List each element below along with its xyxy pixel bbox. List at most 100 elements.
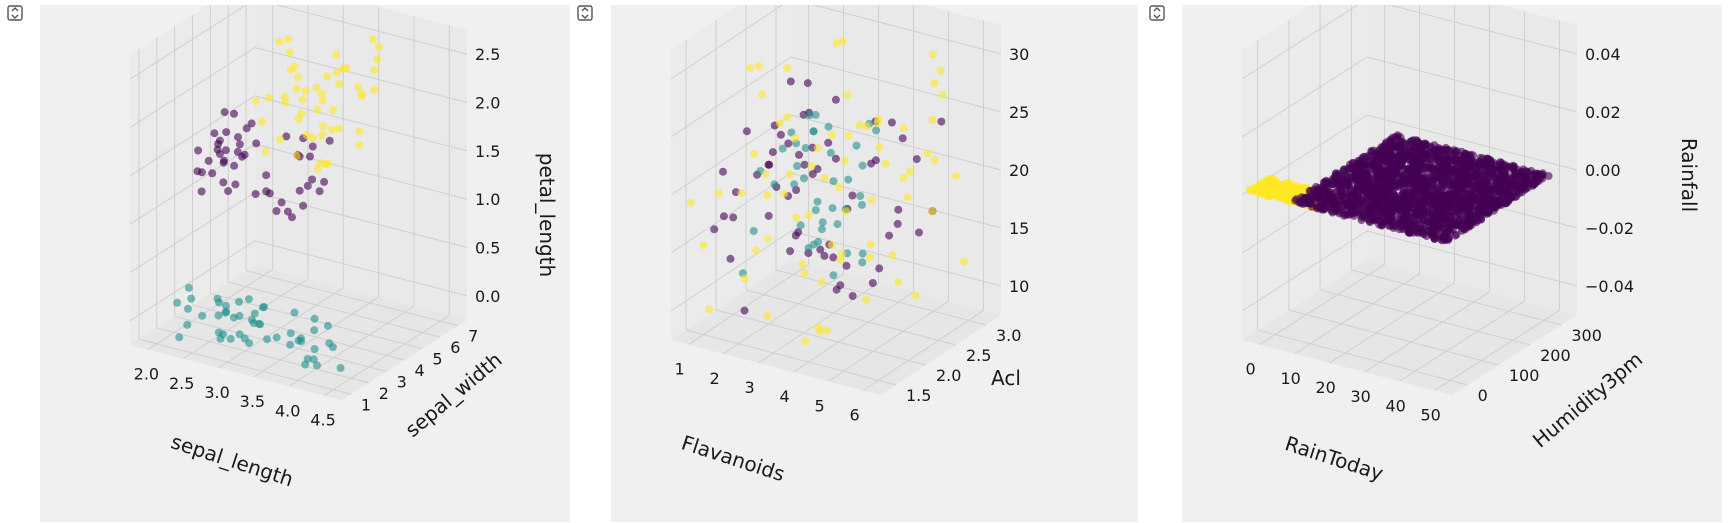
z-axis-label: petal_length bbox=[535, 153, 559, 277]
y-tick-label: 4 bbox=[415, 361, 425, 380]
y-tick-label: 3 bbox=[397, 372, 407, 391]
scatter-point bbox=[173, 298, 182, 307]
scatter-point bbox=[1399, 225, 1407, 234]
scatter-point bbox=[222, 301, 230, 310]
scatter-point bbox=[1320, 178, 1329, 186]
scatter-point bbox=[1493, 166, 1502, 175]
x-tick-label: 2 bbox=[710, 369, 720, 388]
scatter-point bbox=[336, 364, 345, 372]
scatter-point bbox=[855, 121, 864, 129]
scatter-point bbox=[801, 337, 810, 346]
scatter-point bbox=[252, 139, 261, 148]
expand-output-icon[interactable] bbox=[4, 2, 26, 24]
scatter-point bbox=[318, 96, 327, 105]
scatter-point bbox=[1407, 172, 1416, 181]
z-tick-label: 10 bbox=[1009, 277, 1029, 296]
axis-pane bbox=[1242, 5, 1367, 340]
scatter-point bbox=[1426, 191, 1435, 200]
scatter-point bbox=[1394, 195, 1403, 203]
gridline bbox=[828, 300, 949, 382]
scatter-point bbox=[333, 68, 342, 77]
gridline bbox=[1288, 309, 1500, 366]
scatter-point bbox=[898, 134, 907, 143]
scatter-point bbox=[290, 308, 299, 317]
scatter-point bbox=[1333, 174, 1342, 183]
scatter-point bbox=[1420, 216, 1428, 225]
scatter-point bbox=[938, 90, 947, 99]
scatter-point bbox=[1311, 186, 1320, 195]
gridline bbox=[758, 282, 879, 364]
scatter-point bbox=[288, 213, 296, 222]
scatter-point bbox=[1274, 184, 1283, 193]
expand-output-icon[interactable] bbox=[574, 2, 596, 24]
scatter-point bbox=[204, 156, 213, 165]
scatter-point bbox=[1369, 207, 1378, 216]
scatter-point bbox=[1527, 166, 1536, 175]
scatter-point bbox=[1465, 201, 1474, 210]
gridline bbox=[790, 56, 1002, 113]
scatter-point bbox=[1392, 165, 1401, 173]
scatter-point bbox=[1445, 180, 1454, 189]
scatter-point bbox=[1266, 175, 1275, 184]
scatter-point bbox=[219, 330, 227, 339]
expand-output-icon[interactable] bbox=[1146, 2, 1168, 24]
scatter-point bbox=[1407, 212, 1415, 221]
scatter-point bbox=[875, 143, 884, 152]
scatter-point bbox=[235, 297, 243, 306]
scatter-point bbox=[215, 150, 224, 159]
gridline bbox=[1241, 56, 1368, 138]
scatter-point bbox=[1386, 184, 1395, 192]
scatter-point bbox=[1326, 180, 1335, 189]
scatter-point bbox=[809, 127, 818, 136]
scatter-point bbox=[818, 218, 827, 227]
scatter-point bbox=[837, 249, 846, 258]
scatter-point bbox=[1459, 190, 1468, 199]
x-tick-label: 4.0 bbox=[275, 401, 300, 420]
scatter-point bbox=[1451, 147, 1460, 156]
scatter-point bbox=[1398, 189, 1407, 198]
gridline bbox=[129, 143, 256, 225]
scatter-point bbox=[862, 122, 871, 131]
scatter-point bbox=[208, 169, 217, 178]
scatter-point bbox=[719, 212, 728, 221]
scatter-point bbox=[1321, 196, 1330, 205]
gridline bbox=[245, 270, 459, 327]
scatter-point bbox=[250, 309, 259, 318]
scatter-point bbox=[261, 147, 270, 156]
scatter-point bbox=[286, 65, 295, 74]
scatter-point bbox=[1363, 214, 1372, 223]
scatter-point bbox=[899, 124, 908, 132]
z-tick-label: 0.00 bbox=[1585, 161, 1621, 180]
scatter-point bbox=[1534, 170, 1543, 179]
y-tick-label: 3.0 bbox=[996, 326, 1021, 345]
scatter-point bbox=[1544, 172, 1553, 180]
scatter-point bbox=[247, 119, 256, 128]
scatter-point bbox=[1255, 181, 1264, 190]
scatter-point bbox=[1339, 167, 1348, 176]
scatter-point bbox=[1436, 212, 1445, 221]
gridline bbox=[1387, 5, 1578, 55]
scatter-point bbox=[899, 174, 908, 182]
scatter-point bbox=[776, 130, 785, 139]
scatter-point bbox=[198, 311, 207, 320]
scatter-point bbox=[800, 174, 808, 183]
scatter-point bbox=[868, 279, 877, 287]
scatter-point bbox=[1448, 166, 1457, 175]
scatter-point bbox=[801, 144, 810, 152]
x-tick-label: 2.5 bbox=[169, 374, 194, 393]
x-axis-label: sepal_length bbox=[168, 429, 296, 491]
scatter-point bbox=[800, 269, 809, 277]
scatter-point bbox=[894, 278, 903, 287]
x-tick-label: 1 bbox=[675, 360, 685, 379]
x-tick-label: 30 bbox=[1351, 387, 1371, 406]
scatter-point bbox=[1370, 215, 1379, 224]
scatter-point bbox=[1500, 167, 1509, 176]
scatter-point bbox=[298, 95, 307, 104]
scatter-point bbox=[242, 124, 251, 133]
scatter-point bbox=[828, 204, 837, 213]
scatter-point bbox=[327, 125, 336, 134]
gridline bbox=[1366, 230, 1578, 287]
scatter-point bbox=[310, 326, 319, 335]
scatter-point bbox=[183, 304, 192, 313]
